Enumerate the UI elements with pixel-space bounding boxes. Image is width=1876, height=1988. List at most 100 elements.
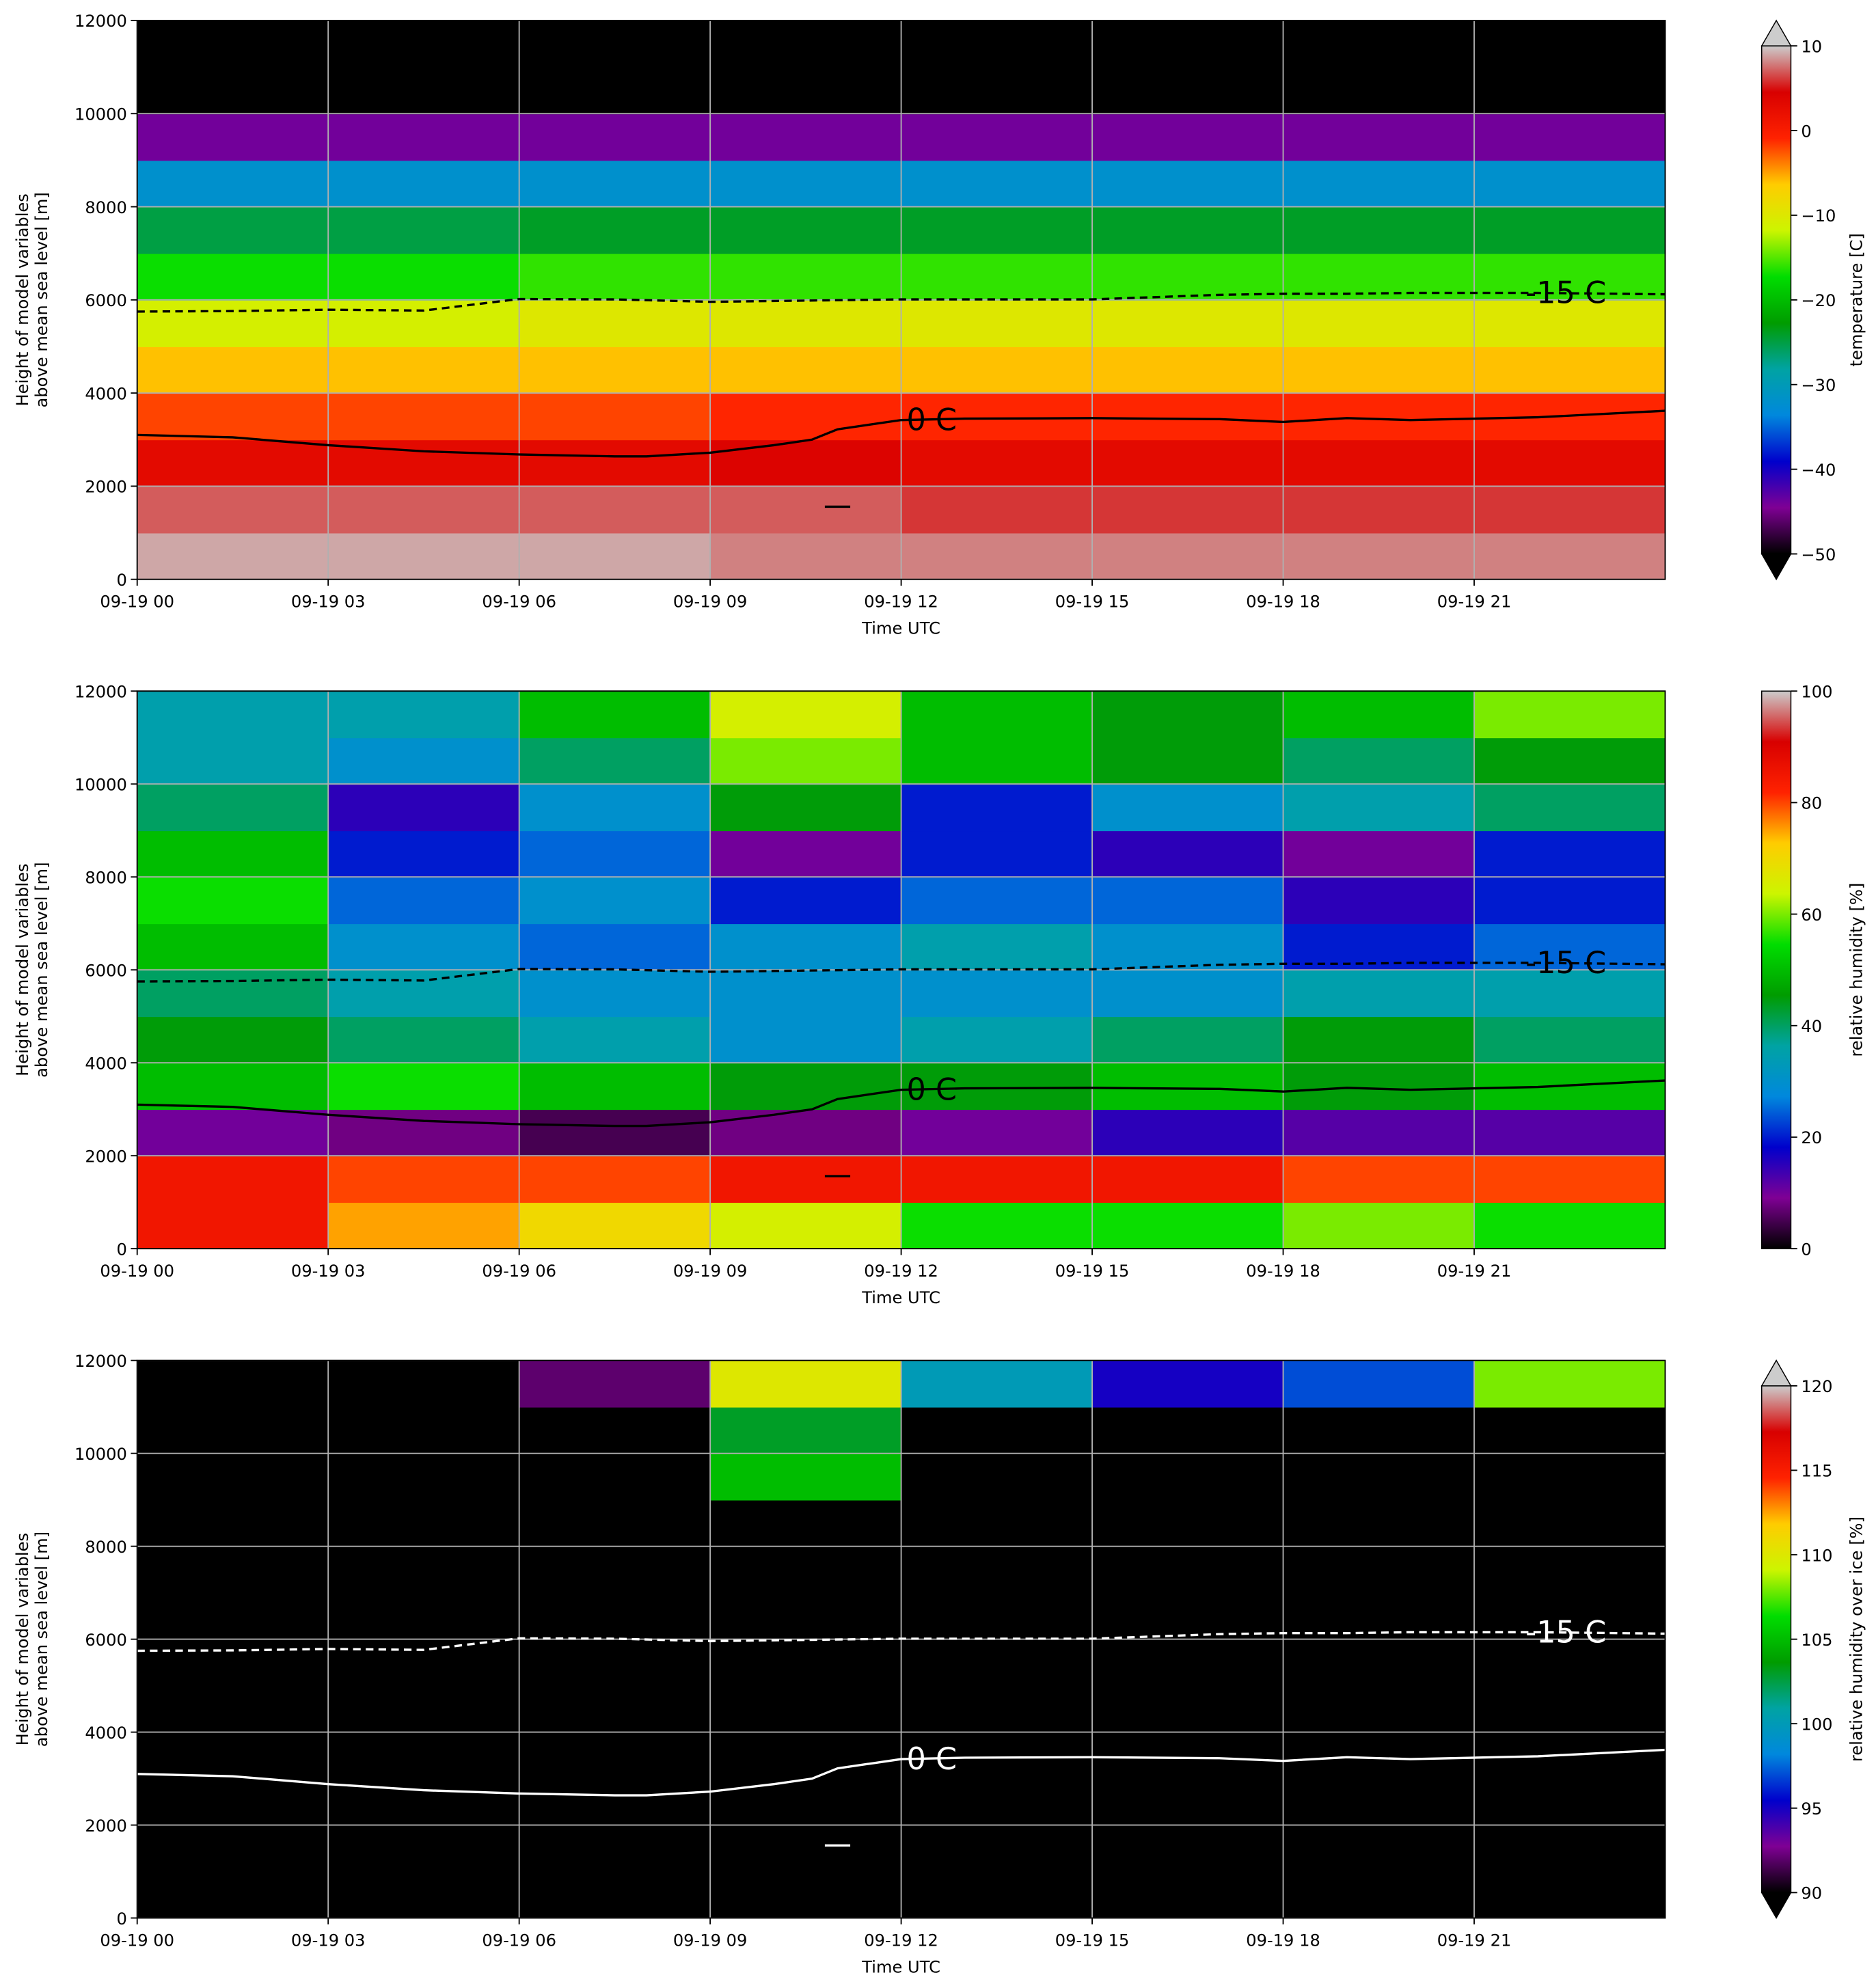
- colorbar-tick-label: −50: [1801, 545, 1836, 564]
- heatmap-cell: [901, 784, 1093, 832]
- heatmap-cell: [1283, 1360, 1475, 1408]
- heatmap-cell: [1283, 1156, 1475, 1203]
- heatmap-cell: [519, 1685, 711, 1733]
- heatmap-cell: [1474, 923, 1666, 971]
- heatmap-cell: [1283, 439, 1475, 487]
- x-tick-label: 09-19 09: [673, 1931, 748, 1950]
- heatmap-cell: [1474, 1202, 1666, 1250]
- heatmap-cell: [519, 160, 711, 208]
- colorbar-tick-label: 120: [1801, 1377, 1832, 1396]
- heatmap-cell: [1474, 346, 1666, 394]
- heatmap-cell: [901, 439, 1093, 487]
- heatmap-cell: [901, 1732, 1093, 1780]
- heatmap-cell: [1474, 737, 1666, 785]
- heatmap-cell: [328, 1453, 520, 1501]
- heatmap-cell: [710, 1360, 902, 1408]
- heatmap-cell: [1474, 160, 1666, 208]
- heatmap-cell: [519, 67, 711, 115]
- heatmap-cell: [137, 691, 329, 739]
- y-axis-label: Height of model variables: [13, 1533, 32, 1745]
- heatmap-cell: [901, 1360, 1093, 1408]
- heatmap-cell: [1092, 1639, 1284, 1687]
- heatmap-cell: [137, 877, 329, 925]
- heatmap-cell: [901, 1825, 1093, 1873]
- heatmap-cell: [1474, 1109, 1666, 1157]
- heatmap-cell: [710, 1406, 902, 1454]
- heatmap-cell: [901, 393, 1093, 441]
- colorbar: [1761, 45, 1792, 555]
- heatmap-cell: [710, 784, 902, 832]
- x-tick-label: 09-19 12: [864, 593, 938, 612]
- heatmap-cell: [710, 486, 902, 534]
- heatmap-cell: [1283, 160, 1475, 208]
- heatmap-cell: [901, 113, 1093, 161]
- colorbar-tick-label: 10: [1801, 37, 1822, 56]
- heatmap-cell: [137, 1360, 329, 1408]
- heatmap-cell: [328, 1360, 520, 1408]
- heatmap-cell: [1474, 1406, 1666, 1454]
- heatmap-cell: [901, 1063, 1093, 1111]
- colorbar-tick-label: 20: [1801, 1128, 1822, 1147]
- heatmap-cell: [328, 1202, 520, 1250]
- heatmap-cell: [710, 877, 902, 925]
- heatmap-cell: [1474, 1360, 1666, 1408]
- colorbar-tick-label: 40: [1801, 1017, 1822, 1036]
- contour-label: -15 C: [1525, 1614, 1606, 1650]
- heatmap-cell: [328, 923, 520, 971]
- heatmap-cell: [710, 1546, 902, 1594]
- heatmap-cell: [710, 1732, 902, 1780]
- x-tick-label: 09-19 18: [1246, 1931, 1320, 1950]
- heatmap-cell: [137, 1732, 329, 1780]
- heatmap-cell: [137, 253, 329, 301]
- heatmap-cell: [1092, 113, 1284, 161]
- heatmap-cell: [710, 830, 902, 878]
- heatmap-cell: [1474, 1453, 1666, 1501]
- heatmap-cell: [1474, 439, 1666, 487]
- heatmap-cell: [1092, 970, 1284, 1018]
- colorbar-tick-label: 115: [1801, 1462, 1832, 1481]
- heatmap-cell: [1092, 1778, 1284, 1826]
- heatmap-cell: [137, 784, 329, 832]
- contour-label: 0 C: [906, 1741, 957, 1777]
- y-axis-label: above mean sea level [m]: [32, 862, 51, 1078]
- heatmap-cell: [1474, 299, 1666, 347]
- heatmap-cell: [901, 1639, 1093, 1687]
- y-tick-label: 6000: [85, 291, 126, 310]
- heatmap-cell: [519, 1825, 711, 1873]
- heatmap-cell: [1092, 346, 1284, 394]
- x-tick-label: 09-19 03: [291, 1262, 366, 1281]
- heatmap-cell: [710, 1453, 902, 1501]
- heatmap-cell: [1474, 253, 1666, 301]
- heatmap-cell: [1474, 1778, 1666, 1826]
- colorbar-tick-label: 110: [1801, 1546, 1832, 1565]
- colorbar-extend-under: [1761, 1892, 1792, 1920]
- heatmap-cell: [519, 346, 711, 394]
- heatmap-cell: [519, 1871, 711, 1919]
- y-tick-label: 8000: [85, 869, 126, 888]
- heatmap-cell: [519, 737, 711, 785]
- heatmap-cell: [328, 830, 520, 878]
- heatmap-cell: [710, 393, 902, 441]
- heatmap-cell: [1283, 346, 1475, 394]
- colorbar-tick-label: 100: [1801, 1715, 1832, 1734]
- heatmap-cell: [710, 1592, 902, 1640]
- contour-line: [137, 1631, 1666, 1652]
- heatmap-cell: [519, 877, 711, 925]
- heatmap-cell: [1283, 691, 1475, 739]
- heatmap-cell: [137, 1453, 329, 1501]
- heatmap-cell: [519, 253, 711, 301]
- x-axis-label: Time UTC: [861, 1288, 940, 1307]
- heatmap-cell: [710, 1499, 902, 1547]
- heatmap-cell: [519, 113, 711, 161]
- heatmap-cell: [901, 1778, 1093, 1826]
- heatmap-cell: [1092, 1063, 1284, 1111]
- heatmap-cell: [328, 784, 520, 832]
- x-tick-label: 09-19 00: [100, 1931, 174, 1950]
- heatmap-cell: [1283, 1825, 1475, 1873]
- heatmap-cell: [1283, 1109, 1475, 1157]
- heatmap-cell: [137, 923, 329, 971]
- heatmap-cell: [328, 20, 520, 68]
- heatmap-cell: [901, 1871, 1093, 1919]
- heatmap-cell: [710, 160, 902, 208]
- heatmap-cell: [519, 1202, 711, 1250]
